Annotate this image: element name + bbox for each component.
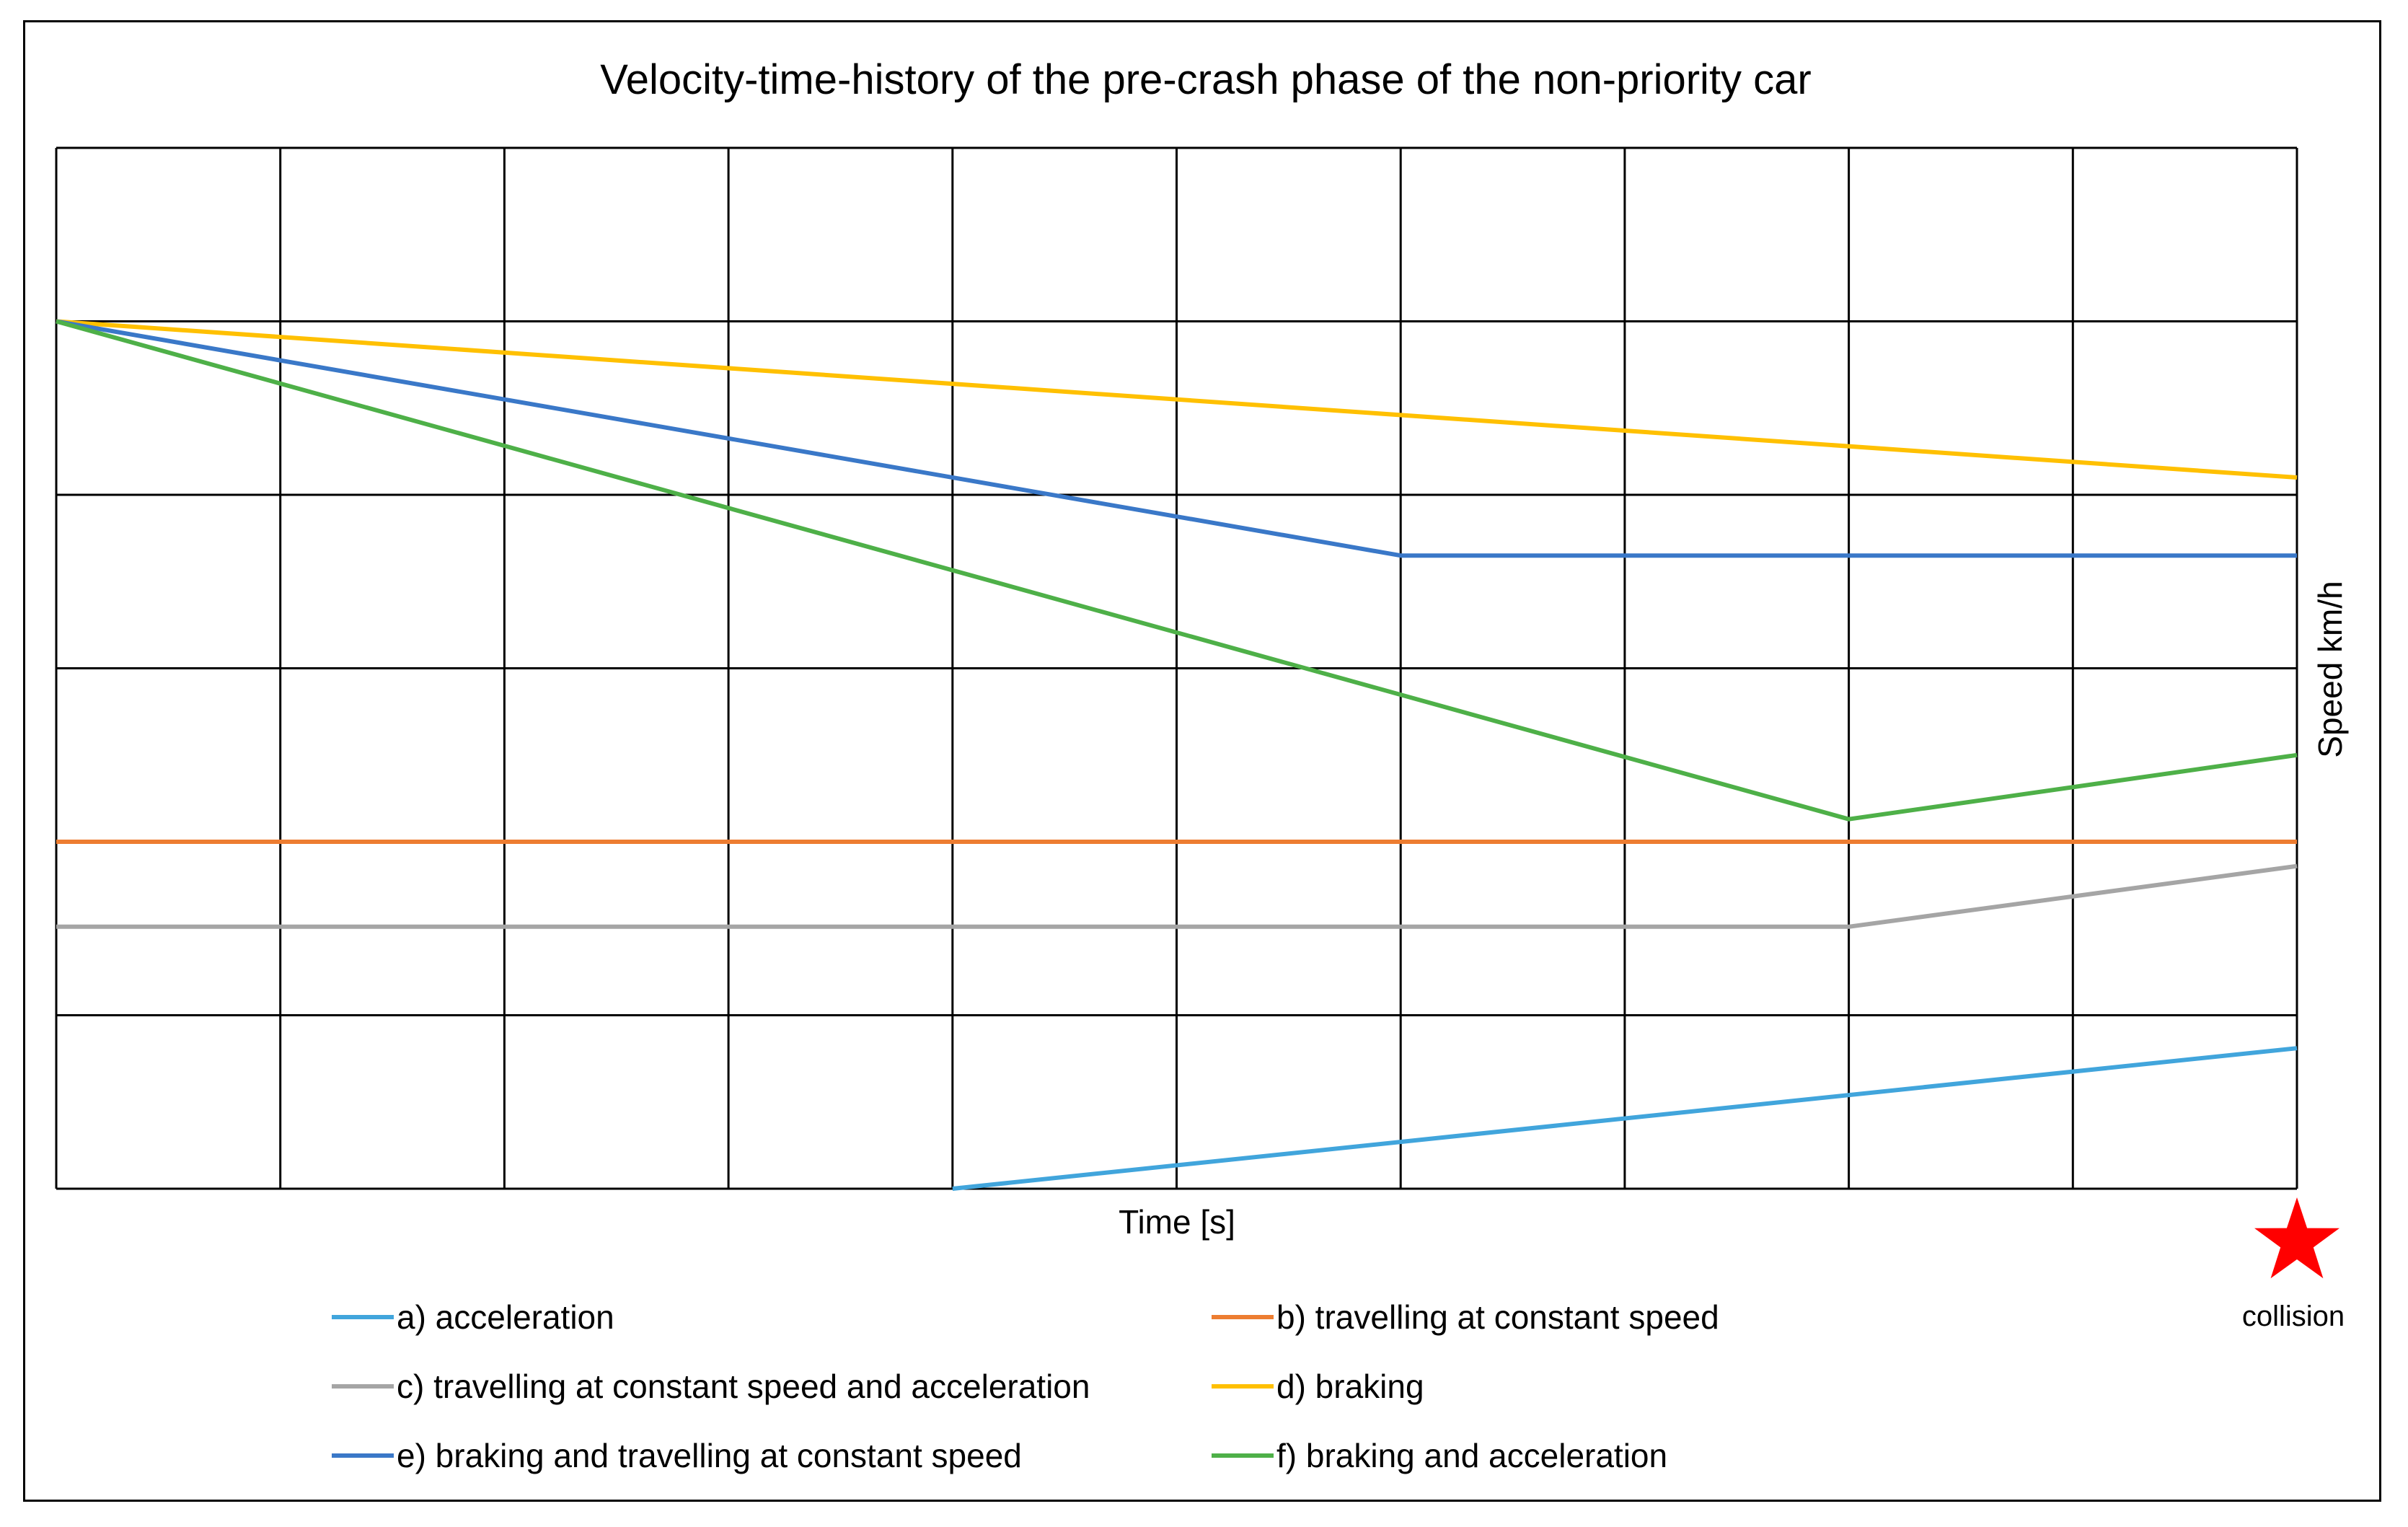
legend: a) acceleration b) travelling at constant… xyxy=(332,1298,1719,1474)
collision-label: collision xyxy=(2242,1301,2345,1332)
series-line-4 xyxy=(56,319,2298,480)
chart-frame xyxy=(23,20,2381,1502)
annotations: collision xyxy=(2242,1197,2345,1332)
x-axis-label: Time [s] xyxy=(1119,1203,1235,1241)
legend-label-4: d) braking xyxy=(1276,1368,1424,1405)
legend-label-6: f) braking and acceleration xyxy=(1276,1437,1667,1474)
legend-label-5: e) braking and travelling at constant sp… xyxy=(397,1437,1022,1474)
y-axis-label: Speed km/h xyxy=(2311,581,2349,757)
legend-label-1: a) acceleration xyxy=(397,1298,614,1336)
star-icon xyxy=(2254,1197,2339,1279)
grid xyxy=(55,146,2298,1190)
series-lines xyxy=(56,319,2298,1191)
legend-label-2: b) travelling at constant speed xyxy=(1276,1298,1719,1336)
series-line-1 xyxy=(952,1046,2298,1191)
series-line-6 xyxy=(56,319,2298,822)
series-line-5 xyxy=(56,319,2297,558)
legend-label-3: c) travelling at constant speed and acce… xyxy=(397,1368,1090,1405)
series-line-3 xyxy=(56,863,2298,929)
chart-title: Velocity-time-history of the pre-crash p… xyxy=(600,56,1812,103)
